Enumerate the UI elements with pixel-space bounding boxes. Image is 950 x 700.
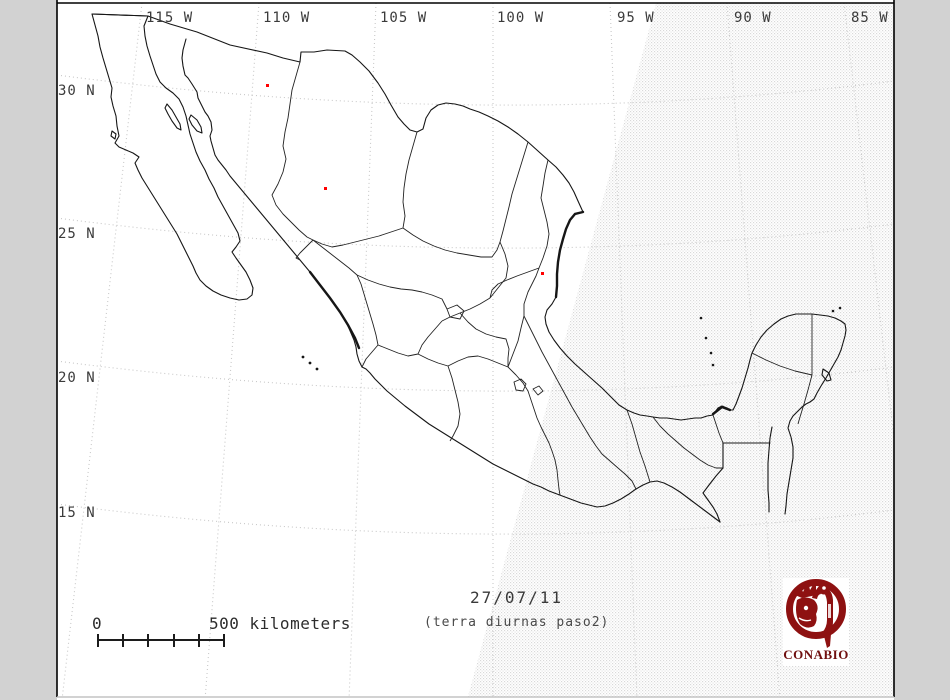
pass-label: (terra diurnas paso2) (424, 615, 610, 630)
barrier-island-coasts (308, 210, 732, 416)
lon-label-95w: 95 W (617, 10, 655, 26)
fire-detection-dot (541, 272, 544, 275)
scale-distance-label: 500 kilometers (209, 614, 351, 633)
lon-label-100w: 100 W (497, 10, 545, 26)
small-islands (301, 306, 842, 371)
satellite-swath (467, 3, 894, 697)
lat-label-20n: 20 N (58, 370, 96, 386)
date-label: 27/07/11 (470, 588, 564, 607)
scale-start-label: 0 (92, 614, 102, 633)
lat-label-15n: 15 N (58, 505, 96, 521)
lat-label-30n: 30 N (58, 83, 96, 99)
conabio-logo-caption: CONABIO (783, 647, 849, 662)
lon-label-115w: 115 W (146, 10, 194, 26)
conabio-logo: CONABIO (783, 578, 849, 666)
lon-label-90w: 90 W (734, 10, 772, 26)
fire-detection-dot (266, 84, 269, 87)
state-boundaries (271, 61, 813, 496)
graticule (58, 3, 894, 697)
lat-label-25n: 25 N (58, 226, 96, 242)
lon-label-105w: 105 W (380, 10, 428, 26)
fire-detection-dot (324, 187, 327, 190)
map-frame (56, 0, 895, 697)
lon-label-85w: 85 W (851, 10, 889, 26)
conabio-logo-emblem (786, 579, 846, 648)
lon-label-110w: 110 W (263, 10, 311, 26)
scale-bar (97, 634, 225, 647)
